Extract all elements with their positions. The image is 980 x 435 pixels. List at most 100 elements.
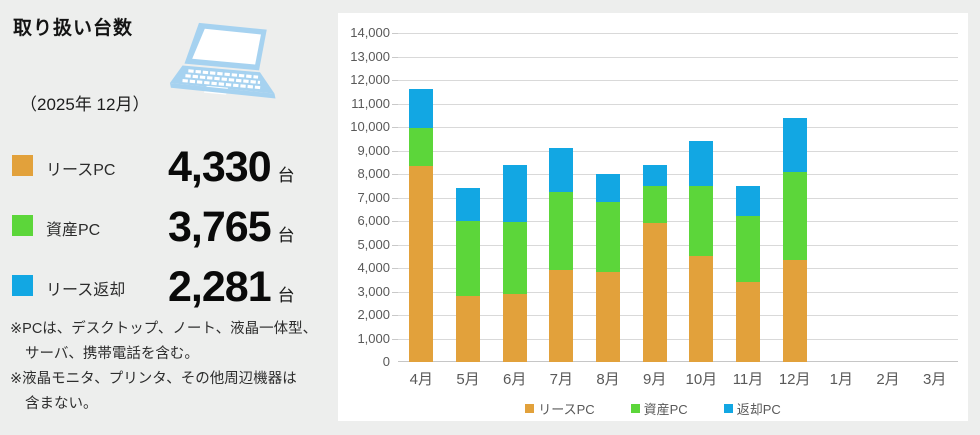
x-axis-label: 1月: [829, 371, 853, 388]
legend-label: 返却PC: [736, 402, 781, 417]
y-axis-label: 1,000: [357, 330, 390, 346]
bar-segment: [549, 270, 574, 362]
legend-label: 資産PC: [643, 402, 688, 417]
footnote-line: ※PCは、デスクトップ、ノート、液晶一体型、: [10, 321, 318, 337]
y-axis-label: 2,000: [357, 307, 390, 322]
stat-label: リースPC: [46, 162, 116, 179]
bar-segment: [456, 188, 480, 221]
stat-unit: 台: [277, 226, 295, 245]
bar-segment: [782, 171, 807, 261]
stat-value: 4,330 台: [168, 146, 295, 189]
summary-panel: 取り扱い台数 （2025年 12月） リースPC: [0, 0, 337, 435]
x-axis-label: 11月: [732, 371, 764, 388]
x-axis-label: 5月: [456, 371, 480, 388]
gridline: [392, 221, 958, 222]
axis-tick: [392, 338, 398, 340]
axis-tick: [392, 174, 398, 175]
bar-segment: [549, 148, 574, 192]
axis-tick: [392, 268, 398, 269]
axis-tick: [392, 244, 398, 246]
y-axis-label: 10,000: [350, 119, 390, 134]
stat-unit: 台: [277, 166, 295, 185]
legend-swatch: [525, 404, 535, 413]
stat-number: 2,281: [168, 263, 272, 311]
bar-segment: [596, 174, 620, 203]
stat-unit: 台: [277, 286, 295, 305]
y-axis-label: 14,000: [350, 25, 390, 40]
x-axis-label: 4月: [409, 371, 433, 388]
gridline: [392, 103, 958, 105]
bar-segment: [689, 256, 714, 362]
bar-segment: [782, 260, 807, 362]
asset-color-swatch: [12, 215, 33, 236]
x-axis-label: 3月: [922, 371, 947, 388]
x-axis-label: 9月: [642, 371, 667, 388]
stat-row-asset: 資産PC 3,765 台: [0, 197, 337, 253]
stat-value: 2,281 台: [168, 266, 295, 309]
gridline: [392, 33, 958, 34]
gridline: [392, 56, 958, 58]
return-color-swatch: [12, 275, 33, 296]
bar-segment: [409, 89, 434, 129]
gridline: [392, 197, 958, 199]
axis-tick: [392, 33, 398, 34]
axis-tick: [392, 221, 398, 222]
bar-segment: [502, 222, 527, 294]
bar-segment: [642, 164, 667, 186]
footnote-line: 含まない。: [25, 396, 98, 412]
y-axis-label: 0: [382, 354, 390, 369]
bar-segment: [689, 141, 714, 186]
y-axis-label: 8,000: [357, 166, 390, 181]
stat-row-return: リース返却 2,281 台: [0, 257, 337, 313]
bar-segment: [782, 118, 807, 172]
gridline: [392, 291, 958, 293]
chart-card: 0 1,000 2,000 3,000 4,000 5,000 6,000 7,000 8,00…: [338, 13, 968, 421]
legend-item: 返却PC: [723, 399, 781, 418]
laptop-icon: [166, 20, 292, 112]
chart-legend: リースPC 資産PC 返却PC: [338, 399, 968, 418]
bar-segment: [736, 282, 760, 362]
plot-area: [392, 33, 958, 362]
x-axis-label: 2月: [876, 371, 900, 388]
axis-tick: [392, 291, 398, 293]
y-axis-label: 6,000: [357, 213, 390, 228]
axis-tick: [392, 103, 398, 105]
gridline: [392, 315, 958, 316]
gridline: [392, 174, 958, 175]
footnote-line: サーバ、携帯電話を含む。: [25, 346, 199, 362]
axis-tick: [392, 80, 398, 81]
stat-row-lease: リースPC 4,330 台: [0, 137, 337, 193]
y-axis-label: 12,000: [350, 72, 390, 87]
gridline: [392, 80, 958, 81]
gridline: [392, 268, 958, 269]
stat-number: 4,330: [168, 143, 272, 191]
x-axis-label: 10月: [685, 371, 718, 388]
y-axis-label: 13,000: [350, 48, 390, 64]
axis-tick: [392, 315, 398, 316]
gridline: [392, 338, 958, 340]
axis-tick: [392, 197, 398, 199]
bar-segment: [736, 185, 760, 217]
bar-segment: [502, 164, 527, 223]
stat-label: 資産PC: [46, 222, 101, 239]
gridline: [392, 127, 958, 128]
bar-segment: [642, 185, 667, 224]
x-axis-label: 8月: [596, 371, 620, 388]
gridline: [392, 244, 958, 246]
laptop-icon-svg: [169, 22, 276, 99]
x-axis-label: 12月: [778, 371, 811, 388]
axis-tick: [392, 150, 398, 152]
legend-item: 資産PC: [630, 399, 688, 418]
bar-segment: [689, 185, 714, 257]
bar-segment: [456, 221, 480, 297]
y-axis-label: 9,000: [357, 142, 390, 158]
page-title: 取り扱い台数: [13, 18, 134, 39]
bar-segment: [409, 128, 434, 166]
y-axis-label: 4,000: [357, 260, 390, 275]
legend-label: リースPC: [538, 402, 595, 417]
bar-segment: [596, 202, 620, 272]
x-axis-label: 7月: [549, 371, 573, 388]
period-label: （2025年 12月）: [20, 95, 150, 114]
bar-segment: [642, 223, 667, 362]
